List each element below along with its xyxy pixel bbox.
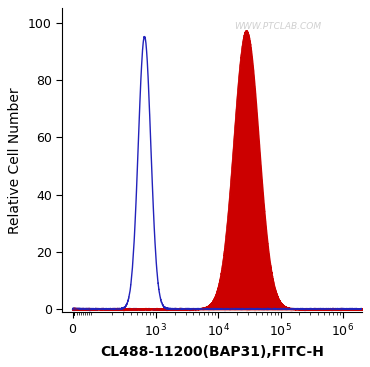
Text: WWW.PTCLAB.COM: WWW.PTCLAB.COM	[234, 22, 322, 31]
Y-axis label: Relative Cell Number: Relative Cell Number	[9, 87, 22, 233]
X-axis label: CL488-11200(BAP31),FITC-H: CL488-11200(BAP31),FITC-H	[100, 345, 324, 359]
